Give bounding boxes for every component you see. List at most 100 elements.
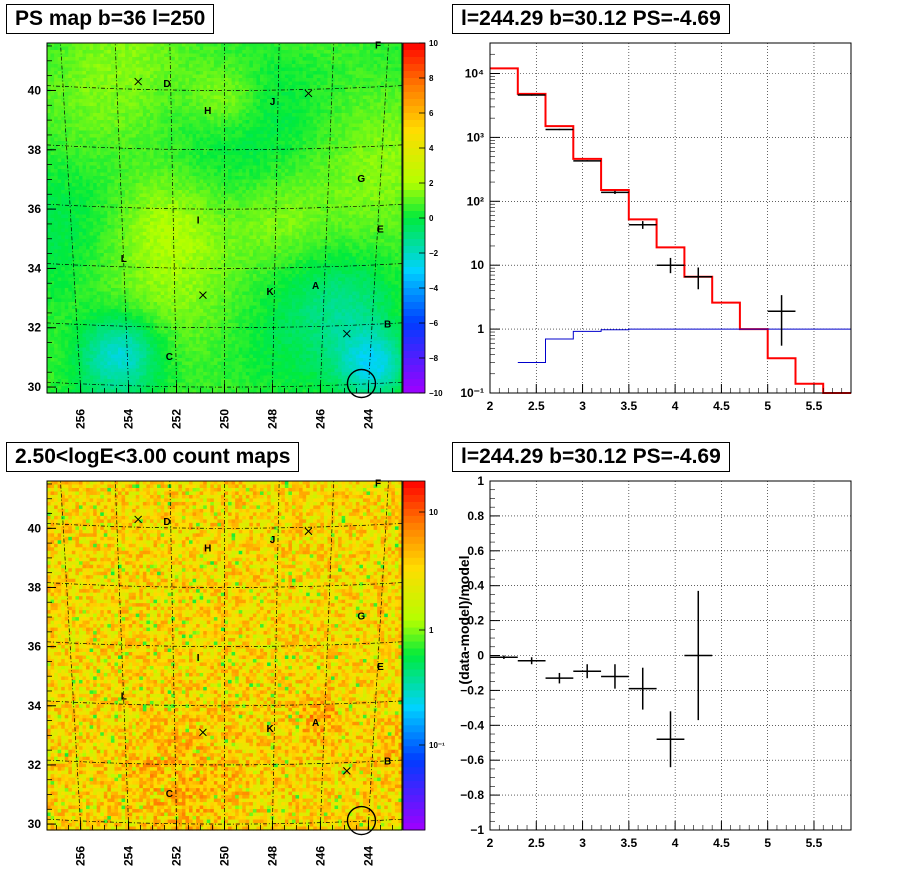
heatmap-cell xyxy=(146,190,151,195)
heatmap-cell xyxy=(338,95,343,100)
heatmap-cell xyxy=(146,186,151,191)
heatmap-cell xyxy=(256,197,261,202)
heatmap-cell xyxy=(299,165,304,170)
heatmap-cell xyxy=(299,211,304,216)
heatmap-cell xyxy=(50,78,55,83)
heatmap-cell xyxy=(284,60,289,65)
heatmap-cell xyxy=(366,81,371,86)
heatmap-cell xyxy=(160,64,165,69)
heatmap-cell xyxy=(316,186,321,191)
heatmap-cell xyxy=(281,200,286,205)
heatmap-cell xyxy=(323,197,329,202)
heatmap-cell xyxy=(231,85,236,90)
heatmap-cell xyxy=(313,67,318,72)
heatmap-cell xyxy=(348,130,353,135)
heatmap-cell xyxy=(132,162,137,167)
heatmap-cell xyxy=(114,162,119,167)
heatmap-cell xyxy=(245,71,250,76)
heatmap-cell xyxy=(192,141,197,146)
heatmap-cell xyxy=(132,85,137,90)
heatmap-cell xyxy=(68,134,73,139)
heatmap-cell xyxy=(78,116,84,121)
heatmap-cell xyxy=(47,130,52,135)
heatmap-cell xyxy=(71,81,76,86)
heatmap-cell xyxy=(320,141,325,146)
heatmap-cell xyxy=(64,169,69,174)
heatmap-cell xyxy=(263,99,268,104)
heatmap-cell xyxy=(338,113,343,118)
heatmap-cell xyxy=(387,95,392,100)
heatmap-cell xyxy=(185,158,190,163)
heatmap-cell xyxy=(224,46,229,51)
heatmap-cell xyxy=(178,193,183,198)
heatmap-cell xyxy=(213,88,218,93)
heatmap-cell xyxy=(210,134,215,139)
heatmap-cell xyxy=(121,148,126,153)
heatmap-cell xyxy=(157,172,162,177)
heatmap-cell xyxy=(189,116,194,121)
heatmap-cell xyxy=(260,74,265,79)
heatmap-cell xyxy=(274,120,279,125)
heatmap-cell xyxy=(125,179,130,184)
heatmap-cell xyxy=(277,46,282,51)
heatmap-cell xyxy=(267,102,272,107)
heatmap-cell xyxy=(68,141,73,146)
heatmap-cell xyxy=(380,179,385,184)
heatmap-cell xyxy=(128,113,133,118)
heatmap-cell xyxy=(306,197,311,202)
heatmap-cell xyxy=(245,43,250,48)
heatmap-cell xyxy=(82,43,87,48)
heatmap-cell xyxy=(107,120,112,125)
heatmap-cell xyxy=(203,102,208,107)
heatmap-cell xyxy=(373,74,378,79)
heatmap-cell xyxy=(299,190,304,195)
heatmap-cell xyxy=(334,130,339,135)
heatmap-cell xyxy=(121,137,126,142)
heatmap-cell xyxy=(345,99,350,104)
heatmap-cell xyxy=(100,158,105,163)
heatmap-cell xyxy=(291,141,297,146)
heatmap-cell xyxy=(100,123,105,128)
heatmap-cell xyxy=(86,53,91,58)
heatmap-cell xyxy=(135,130,140,135)
heatmap-cell xyxy=(345,102,350,107)
heatmap-cell xyxy=(110,211,116,216)
heatmap-cell xyxy=(68,151,73,156)
heatmap-cell xyxy=(206,78,211,83)
heatmap-cell xyxy=(103,179,108,184)
heatmap-cell xyxy=(398,74,403,79)
heatmap-cell xyxy=(320,190,325,195)
heatmap-cell xyxy=(238,190,243,195)
heatmap-cell xyxy=(320,123,325,128)
heatmap-cell xyxy=(82,57,87,62)
heatmap-cell xyxy=(118,120,123,125)
heatmap-cell xyxy=(231,197,236,202)
heatmap-cell xyxy=(316,50,321,55)
heatmap-cell xyxy=(252,130,258,135)
heatmap-cell xyxy=(68,162,73,167)
heatmap-cell xyxy=(181,102,187,107)
heatmap-cell xyxy=(235,134,240,139)
heatmap-cell xyxy=(267,204,272,209)
heatmap-cell xyxy=(78,120,84,125)
heatmap-cell xyxy=(203,127,208,132)
heatmap-cell xyxy=(323,60,329,65)
heatmap-cell xyxy=(256,116,261,121)
heatmap-cell xyxy=(352,197,357,202)
heatmap-cell xyxy=(89,88,94,93)
heatmap-cell xyxy=(281,204,286,209)
heatmap-cell xyxy=(199,81,204,86)
heatmap-cell xyxy=(362,183,368,188)
heatmap-cell xyxy=(228,109,233,114)
heatmap-cell xyxy=(277,60,282,65)
heatmap-cell xyxy=(366,197,371,202)
heatmap-cell xyxy=(320,197,325,202)
heatmap-cell xyxy=(291,169,297,174)
heatmap-cell xyxy=(348,144,353,149)
heatmap-cell xyxy=(93,197,98,202)
heatmap-cell xyxy=(256,109,261,114)
heatmap-cell xyxy=(185,155,190,160)
heatmap-cell xyxy=(78,211,84,216)
heatmap-cell xyxy=(61,197,66,202)
heatmap-cell xyxy=(323,92,329,97)
